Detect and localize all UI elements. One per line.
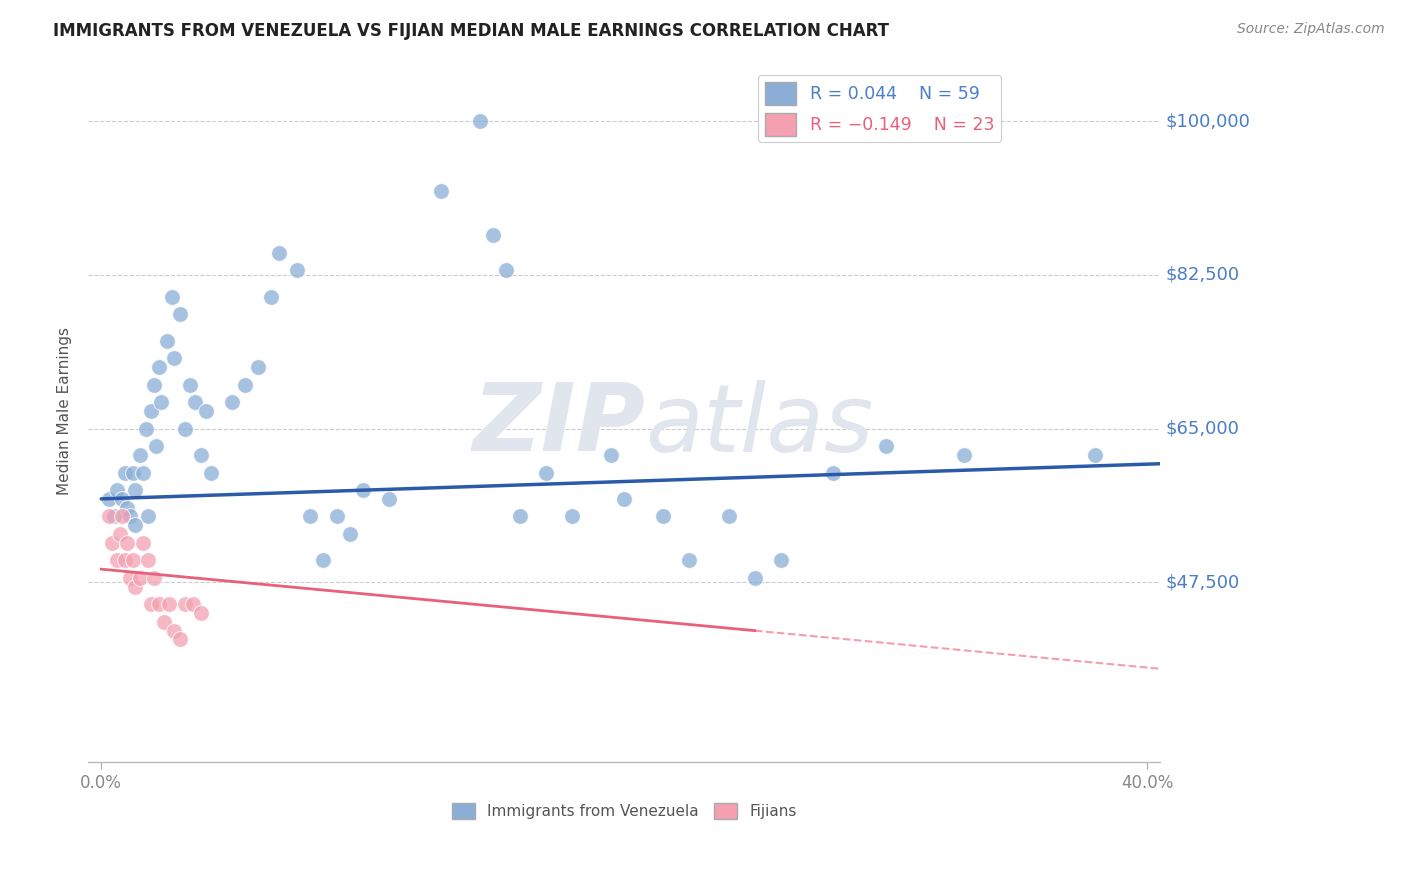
Point <box>378 491 401 506</box>
Point <box>136 509 159 524</box>
Point <box>105 553 128 567</box>
Point <box>190 448 212 462</box>
Point <box>184 395 207 409</box>
Text: ZIP: ZIP <box>472 379 645 471</box>
Point <box>652 509 675 524</box>
Point <box>509 509 531 524</box>
Point <box>875 439 897 453</box>
Point <box>744 571 766 585</box>
Point <box>121 466 143 480</box>
Point <box>129 448 152 462</box>
Point <box>124 483 146 497</box>
Point <box>1084 448 1107 462</box>
Point <box>678 553 700 567</box>
Point <box>953 448 976 462</box>
Point <box>108 527 131 541</box>
Point <box>148 597 170 611</box>
Point <box>142 377 165 392</box>
Point <box>194 404 217 418</box>
Point <box>233 377 256 392</box>
Point <box>103 509 125 524</box>
Text: Source: ZipAtlas.com: Source: ZipAtlas.com <box>1237 22 1385 37</box>
Point <box>247 360 270 375</box>
Point <box>221 395 243 409</box>
Point <box>600 448 623 462</box>
Point <box>150 395 173 409</box>
Point <box>118 571 141 585</box>
Point <box>613 491 636 506</box>
Y-axis label: Median Male Earnings: Median Male Earnings <box>58 327 72 495</box>
Point <box>132 466 155 480</box>
Point <box>129 571 152 585</box>
Point <box>470 114 492 128</box>
Point <box>124 518 146 533</box>
Point <box>495 263 517 277</box>
Point <box>312 553 335 567</box>
Point <box>135 421 157 435</box>
Point <box>173 421 195 435</box>
Point <box>100 536 122 550</box>
Legend: Immigrants from Venezuela, Fijians: Immigrants from Venezuela, Fijians <box>446 797 803 825</box>
Point <box>114 466 136 480</box>
Point <box>111 491 134 506</box>
Point <box>285 263 308 277</box>
Point <box>260 290 283 304</box>
Point <box>169 307 191 321</box>
Point <box>325 509 347 524</box>
Point <box>200 466 222 480</box>
Text: $100,000: $100,000 <box>1166 112 1250 130</box>
Text: $82,500: $82,500 <box>1166 266 1240 284</box>
Point <box>98 509 121 524</box>
Point <box>179 377 201 392</box>
Point <box>139 404 162 418</box>
Point <box>139 597 162 611</box>
Point <box>121 553 143 567</box>
Point <box>118 509 141 524</box>
Point <box>769 553 792 567</box>
Point <box>717 509 740 524</box>
Point <box>163 351 186 366</box>
Point <box>117 536 139 550</box>
Text: $47,500: $47,500 <box>1166 574 1240 591</box>
Point <box>430 185 453 199</box>
Point <box>482 228 505 243</box>
Point <box>299 509 322 524</box>
Point <box>148 360 170 375</box>
Point <box>173 597 195 611</box>
Point <box>160 290 183 304</box>
Point <box>267 245 290 260</box>
Point <box>105 483 128 497</box>
Point <box>145 439 167 453</box>
Point <box>190 606 212 620</box>
Point <box>132 536 155 550</box>
Point <box>163 624 186 638</box>
Point <box>136 553 159 567</box>
Point <box>823 466 845 480</box>
Point <box>153 615 176 629</box>
Point <box>561 509 583 524</box>
Text: $65,000: $65,000 <box>1166 419 1239 438</box>
Point <box>157 597 180 611</box>
Point <box>98 491 121 506</box>
Point <box>114 553 136 567</box>
Point <box>142 571 165 585</box>
Point <box>339 527 361 541</box>
Point <box>352 483 374 497</box>
Point <box>534 466 557 480</box>
Point <box>124 580 146 594</box>
Point <box>155 334 177 348</box>
Point <box>117 500 139 515</box>
Point <box>181 597 204 611</box>
Point <box>169 632 191 647</box>
Point <box>111 509 134 524</box>
Text: atlas: atlas <box>645 380 873 471</box>
Text: IMMIGRANTS FROM VENEZUELA VS FIJIAN MEDIAN MALE EARNINGS CORRELATION CHART: IMMIGRANTS FROM VENEZUELA VS FIJIAN MEDI… <box>53 22 890 40</box>
